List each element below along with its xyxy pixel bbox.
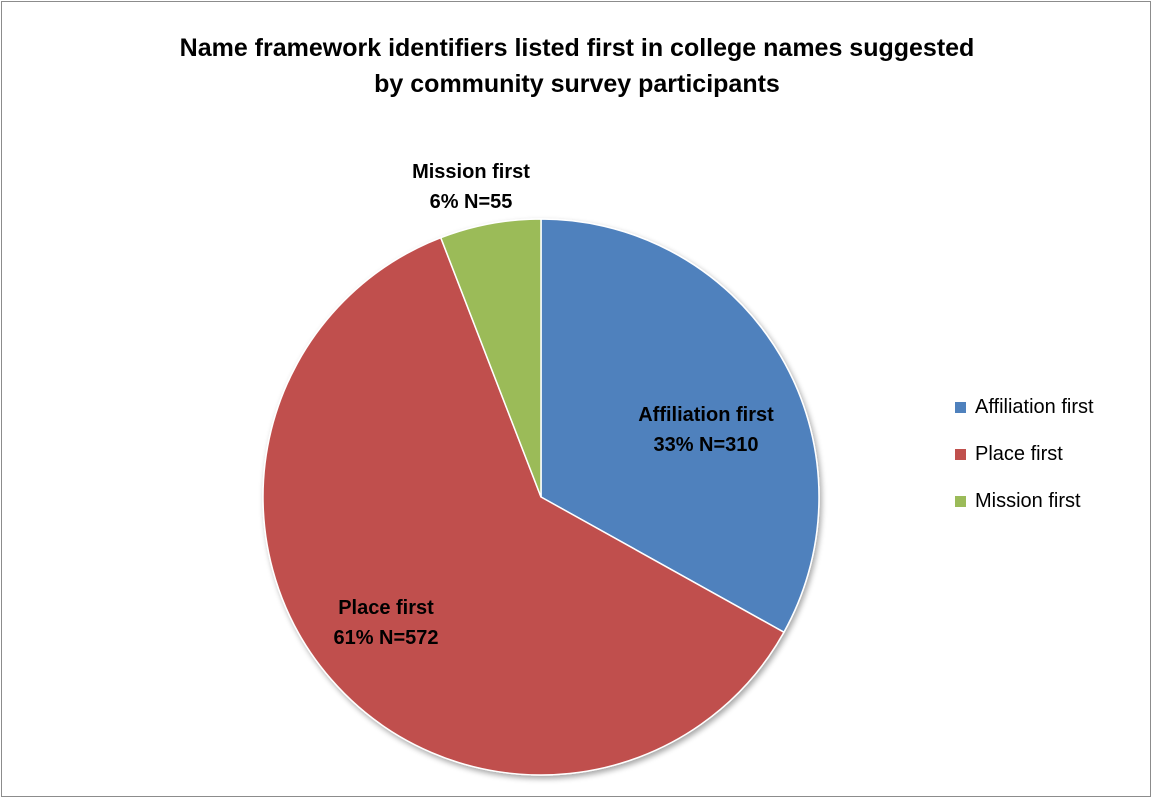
slice-label-name: Place first [338, 597, 434, 619]
slice-label-value: 33% N=310 [653, 434, 758, 456]
legend-swatch [955, 496, 966, 507]
chart-title: Name framework identifiers listed first … [0, 30, 1154, 102]
chart-title-line-1: Name framework identifiers listed first … [179, 34, 975, 62]
legend-entry: Affiliation first [975, 396, 1094, 418]
slice-label-name: Affiliation first [638, 404, 774, 426]
legend-entry: Mission first [975, 490, 1081, 512]
chart-title-line-2: by community survey participants [374, 70, 780, 98]
legend-entry: Place first [975, 443, 1063, 465]
slice-labels: Affiliation first 33% N=310 Place first 61%… [333, 161, 774, 649]
pie-slice-place-first [262, 236, 785, 776]
legend-swatch [955, 402, 966, 413]
pie-slices [262, 218, 820, 776]
pie-slice-mission-first [439, 218, 542, 498]
slice-label-value: 6% N=55 [430, 191, 513, 213]
slice-label-value: 61% N=572 [333, 627, 438, 649]
slice-label-name: Mission first [412, 161, 530, 183]
pie-slice-affiliation-first [540, 218, 820, 634]
legend: Affiliation first Place first Mission firs… [955, 396, 1094, 512]
legend-swatch [955, 449, 966, 460]
